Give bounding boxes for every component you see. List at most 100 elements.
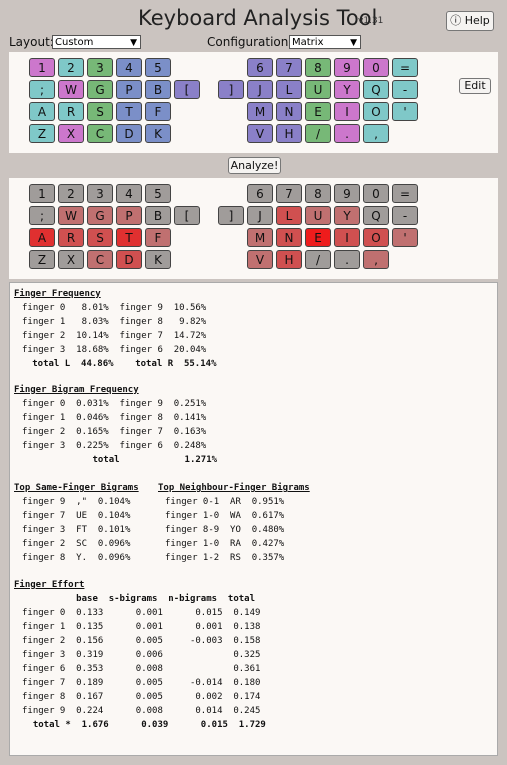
key-B[interactable]: B (145, 206, 171, 225)
key-H[interactable]: H (276, 250, 302, 269)
key-C[interactable]: C (87, 124, 113, 143)
key-u45[interactable]: - (392, 206, 418, 225)
key-u61[interactable]: = (392, 58, 418, 77)
key-M[interactable]: M (247, 102, 273, 121)
key-R[interactable]: R (58, 102, 84, 121)
bigram-frequency-row: finger 0 0.031% finger 9 0.251% (22, 399, 207, 409)
key-3[interactable]: 3 (87, 184, 113, 203)
key-D[interactable]: D (116, 250, 142, 269)
key-E[interactable]: E (305, 228, 331, 247)
key-N[interactable]: N (276, 228, 302, 247)
key-9[interactable]: 9 (334, 184, 360, 203)
neighbour-finger-row: finger 8-9 YO 0.480% (165, 525, 285, 535)
key-W[interactable]: W (58, 206, 84, 225)
key-D[interactable]: D (116, 124, 142, 143)
analyze-button[interactable]: Analyze! (228, 157, 281, 174)
edit-button[interactable]: Edit (459, 78, 491, 94)
key-6[interactable]: 6 (247, 58, 273, 77)
key-u59[interactable]: ; (29, 206, 55, 225)
configuration-select[interactable]: Matrix ▼ (289, 35, 361, 49)
key-O[interactable]: O (363, 228, 389, 247)
key-Y[interactable]: Y (334, 80, 360, 99)
key-3[interactable]: 3 (87, 58, 113, 77)
key-K[interactable]: K (145, 124, 171, 143)
key-S[interactable]: S (87, 228, 113, 247)
key-Z[interactable]: Z (29, 124, 55, 143)
key-I[interactable]: I (334, 228, 360, 247)
key-V[interactable]: V (247, 124, 273, 143)
key-5[interactable]: 5 (145, 184, 171, 203)
help-button[interactable]: ⓘ Help (446, 11, 494, 31)
key-Y[interactable]: Y (334, 206, 360, 225)
key-8[interactable]: 8 (305, 184, 331, 203)
key-u91[interactable]: [ (174, 206, 200, 225)
key-6[interactable]: 6 (247, 184, 273, 203)
key-N[interactable]: N (276, 102, 302, 121)
key-u46[interactable]: . (334, 124, 360, 143)
key-0[interactable]: 0 (363, 58, 389, 77)
key-9[interactable]: 9 (334, 58, 360, 77)
key-P[interactable]: P (116, 206, 142, 225)
key-1[interactable]: 1 (29, 58, 55, 77)
same-finger-row: finger 8 Y. 0.096% (22, 553, 131, 563)
key-S[interactable]: S (87, 102, 113, 121)
key-u44[interactable]: , (363, 250, 389, 269)
key-X[interactable]: X (58, 124, 84, 143)
key-M[interactable]: M (247, 228, 273, 247)
key-F[interactable]: F (145, 228, 171, 247)
key-C[interactable]: C (87, 250, 113, 269)
key-5[interactable]: 5 (145, 58, 171, 77)
key-W[interactable]: W (58, 80, 84, 99)
key-T[interactable]: T (116, 228, 142, 247)
key-u91[interactable]: [ (174, 80, 200, 99)
key-R[interactable]: R (58, 228, 84, 247)
key-u44[interactable]: , (363, 124, 389, 143)
stats-panel: Finger Frequency finger 0 8.01% finger 9… (9, 282, 498, 756)
key-u47[interactable]: / (305, 250, 331, 269)
key-Q[interactable]: Q (363, 80, 389, 99)
key-u39[interactable]: ' (392, 102, 418, 121)
key-L[interactable]: L (276, 206, 302, 225)
key-Q[interactable]: Q (363, 206, 389, 225)
key-X[interactable]: X (58, 250, 84, 269)
layout-select[interactable]: Custom ▼ (52, 35, 141, 49)
key-4[interactable]: 4 (116, 184, 142, 203)
key-7[interactable]: 7 (276, 58, 302, 77)
key-u93[interactable]: ] (218, 80, 244, 99)
key-8[interactable]: 8 (305, 58, 331, 77)
key-L[interactable]: L (276, 80, 302, 99)
key-u93[interactable]: ] (218, 206, 244, 225)
key-P[interactable]: P (116, 80, 142, 99)
key-7[interactable]: 7 (276, 184, 302, 203)
key-U[interactable]: U (305, 80, 331, 99)
key-4[interactable]: 4 (116, 58, 142, 77)
finger-effort-row: finger 9 0.224 0.008 0.014 0.245 (22, 706, 261, 716)
key-V[interactable]: V (247, 250, 273, 269)
key-J[interactable]: J (247, 206, 273, 225)
key-A[interactable]: A (29, 228, 55, 247)
key-E[interactable]: E (305, 102, 331, 121)
key-G[interactable]: G (87, 80, 113, 99)
key-u61[interactable]: = (392, 184, 418, 203)
key-I[interactable]: I (334, 102, 360, 121)
key-G[interactable]: G (87, 206, 113, 225)
key-1[interactable]: 1 (29, 184, 55, 203)
key-2[interactable]: 2 (58, 58, 84, 77)
key-0[interactable]: 0 (363, 184, 389, 203)
key-K[interactable]: K (145, 250, 171, 269)
key-O[interactable]: O (363, 102, 389, 121)
key-u46[interactable]: . (334, 250, 360, 269)
key-A[interactable]: A (29, 102, 55, 121)
key-2[interactable]: 2 (58, 184, 84, 203)
key-u39[interactable]: ' (392, 228, 418, 247)
key-u47[interactable]: / (305, 124, 331, 143)
key-H[interactable]: H (276, 124, 302, 143)
key-u45[interactable]: - (392, 80, 418, 99)
key-T[interactable]: T (116, 102, 142, 121)
key-B[interactable]: B (145, 80, 171, 99)
key-Z[interactable]: Z (29, 250, 55, 269)
key-F[interactable]: F (145, 102, 171, 121)
key-u59[interactable]: ; (29, 80, 55, 99)
key-U[interactable]: U (305, 206, 331, 225)
key-J[interactable]: J (247, 80, 273, 99)
